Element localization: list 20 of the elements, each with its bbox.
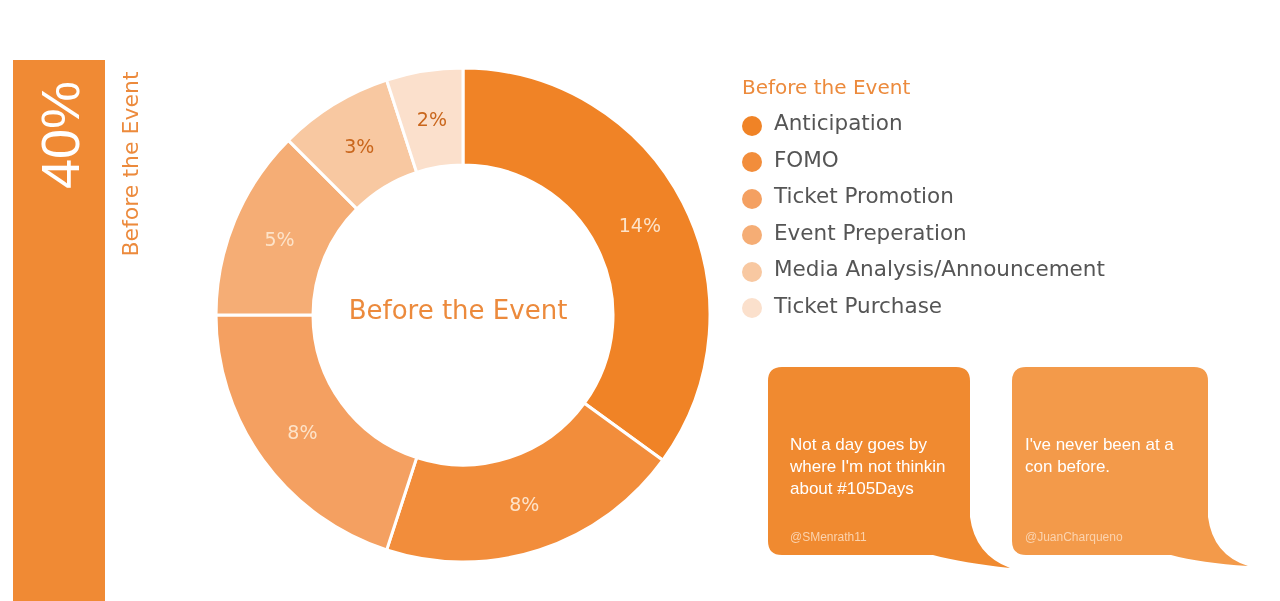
data-label: 14% [618, 213, 661, 236]
text: I've never been at a con before. [1025, 434, 1175, 478]
data-label: 8% [509, 492, 540, 515]
data-label: 5% [264, 228, 295, 251]
legend-title: Before the Event [742, 75, 911, 99]
legend-label: Ticket Promotion [774, 183, 954, 208]
text: @JuanCharqueno [1025, 530, 1123, 544]
data-label: 8% [287, 420, 318, 443]
legend-label: Event Preperation [774, 219, 967, 245]
legend-label: Anticipation [774, 110, 903, 135]
text: Before the Event [118, 71, 143, 257]
data-label: 2% [416, 107, 448, 130]
text: Before the Event [348, 295, 568, 325]
text: 40% [30, 80, 90, 190]
legend-label: FOMO [774, 146, 839, 172]
legend-label: Ticket Purchase [774, 292, 943, 318]
legend-label: Media Analysis/Announcement [774, 256, 1105, 281]
text: Not a day goes by where I'm not thinkin about #105Days [790, 434, 947, 500]
data-label: 3% [344, 134, 375, 157]
text: @SMenrath11 [790, 530, 867, 544]
